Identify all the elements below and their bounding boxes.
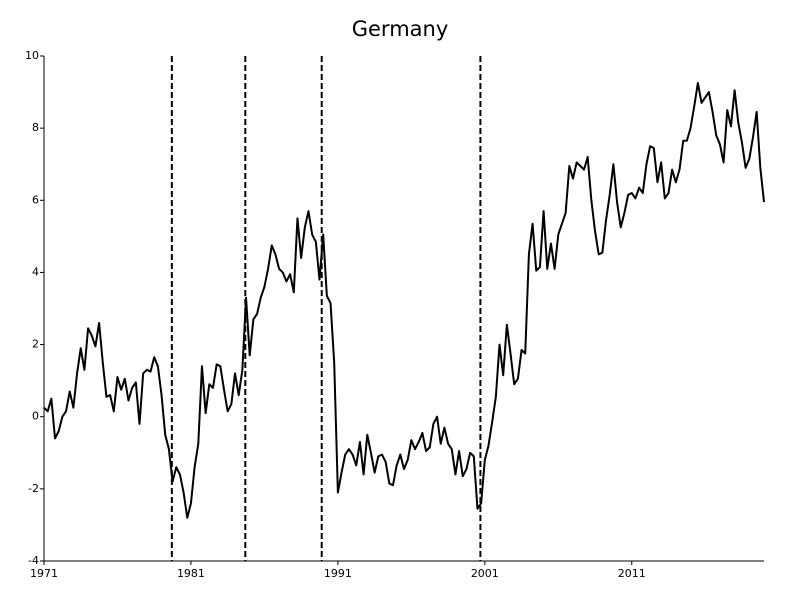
x-tick-label: 2001 <box>471 567 499 580</box>
y-tick-label: 6 <box>32 193 39 206</box>
y-tick-label: 0 <box>32 410 39 423</box>
x-tick-label: 1971 <box>30 567 58 580</box>
y-tick-label: -4 <box>28 554 39 567</box>
chart-title: Germany <box>352 17 449 41</box>
y-tick-label: 2 <box>32 338 39 351</box>
y-tick-label: 10 <box>25 49 39 62</box>
y-tick-label: -2 <box>28 482 39 495</box>
data-line <box>43 82 765 519</box>
x-tick-label: 2011 <box>618 567 646 580</box>
y-tick-label: 4 <box>32 265 39 278</box>
y-tick-label: 8 <box>32 121 39 134</box>
x-tick-label: 1981 <box>177 567 205 580</box>
x-tick-label: 1991 <box>324 567 352 580</box>
